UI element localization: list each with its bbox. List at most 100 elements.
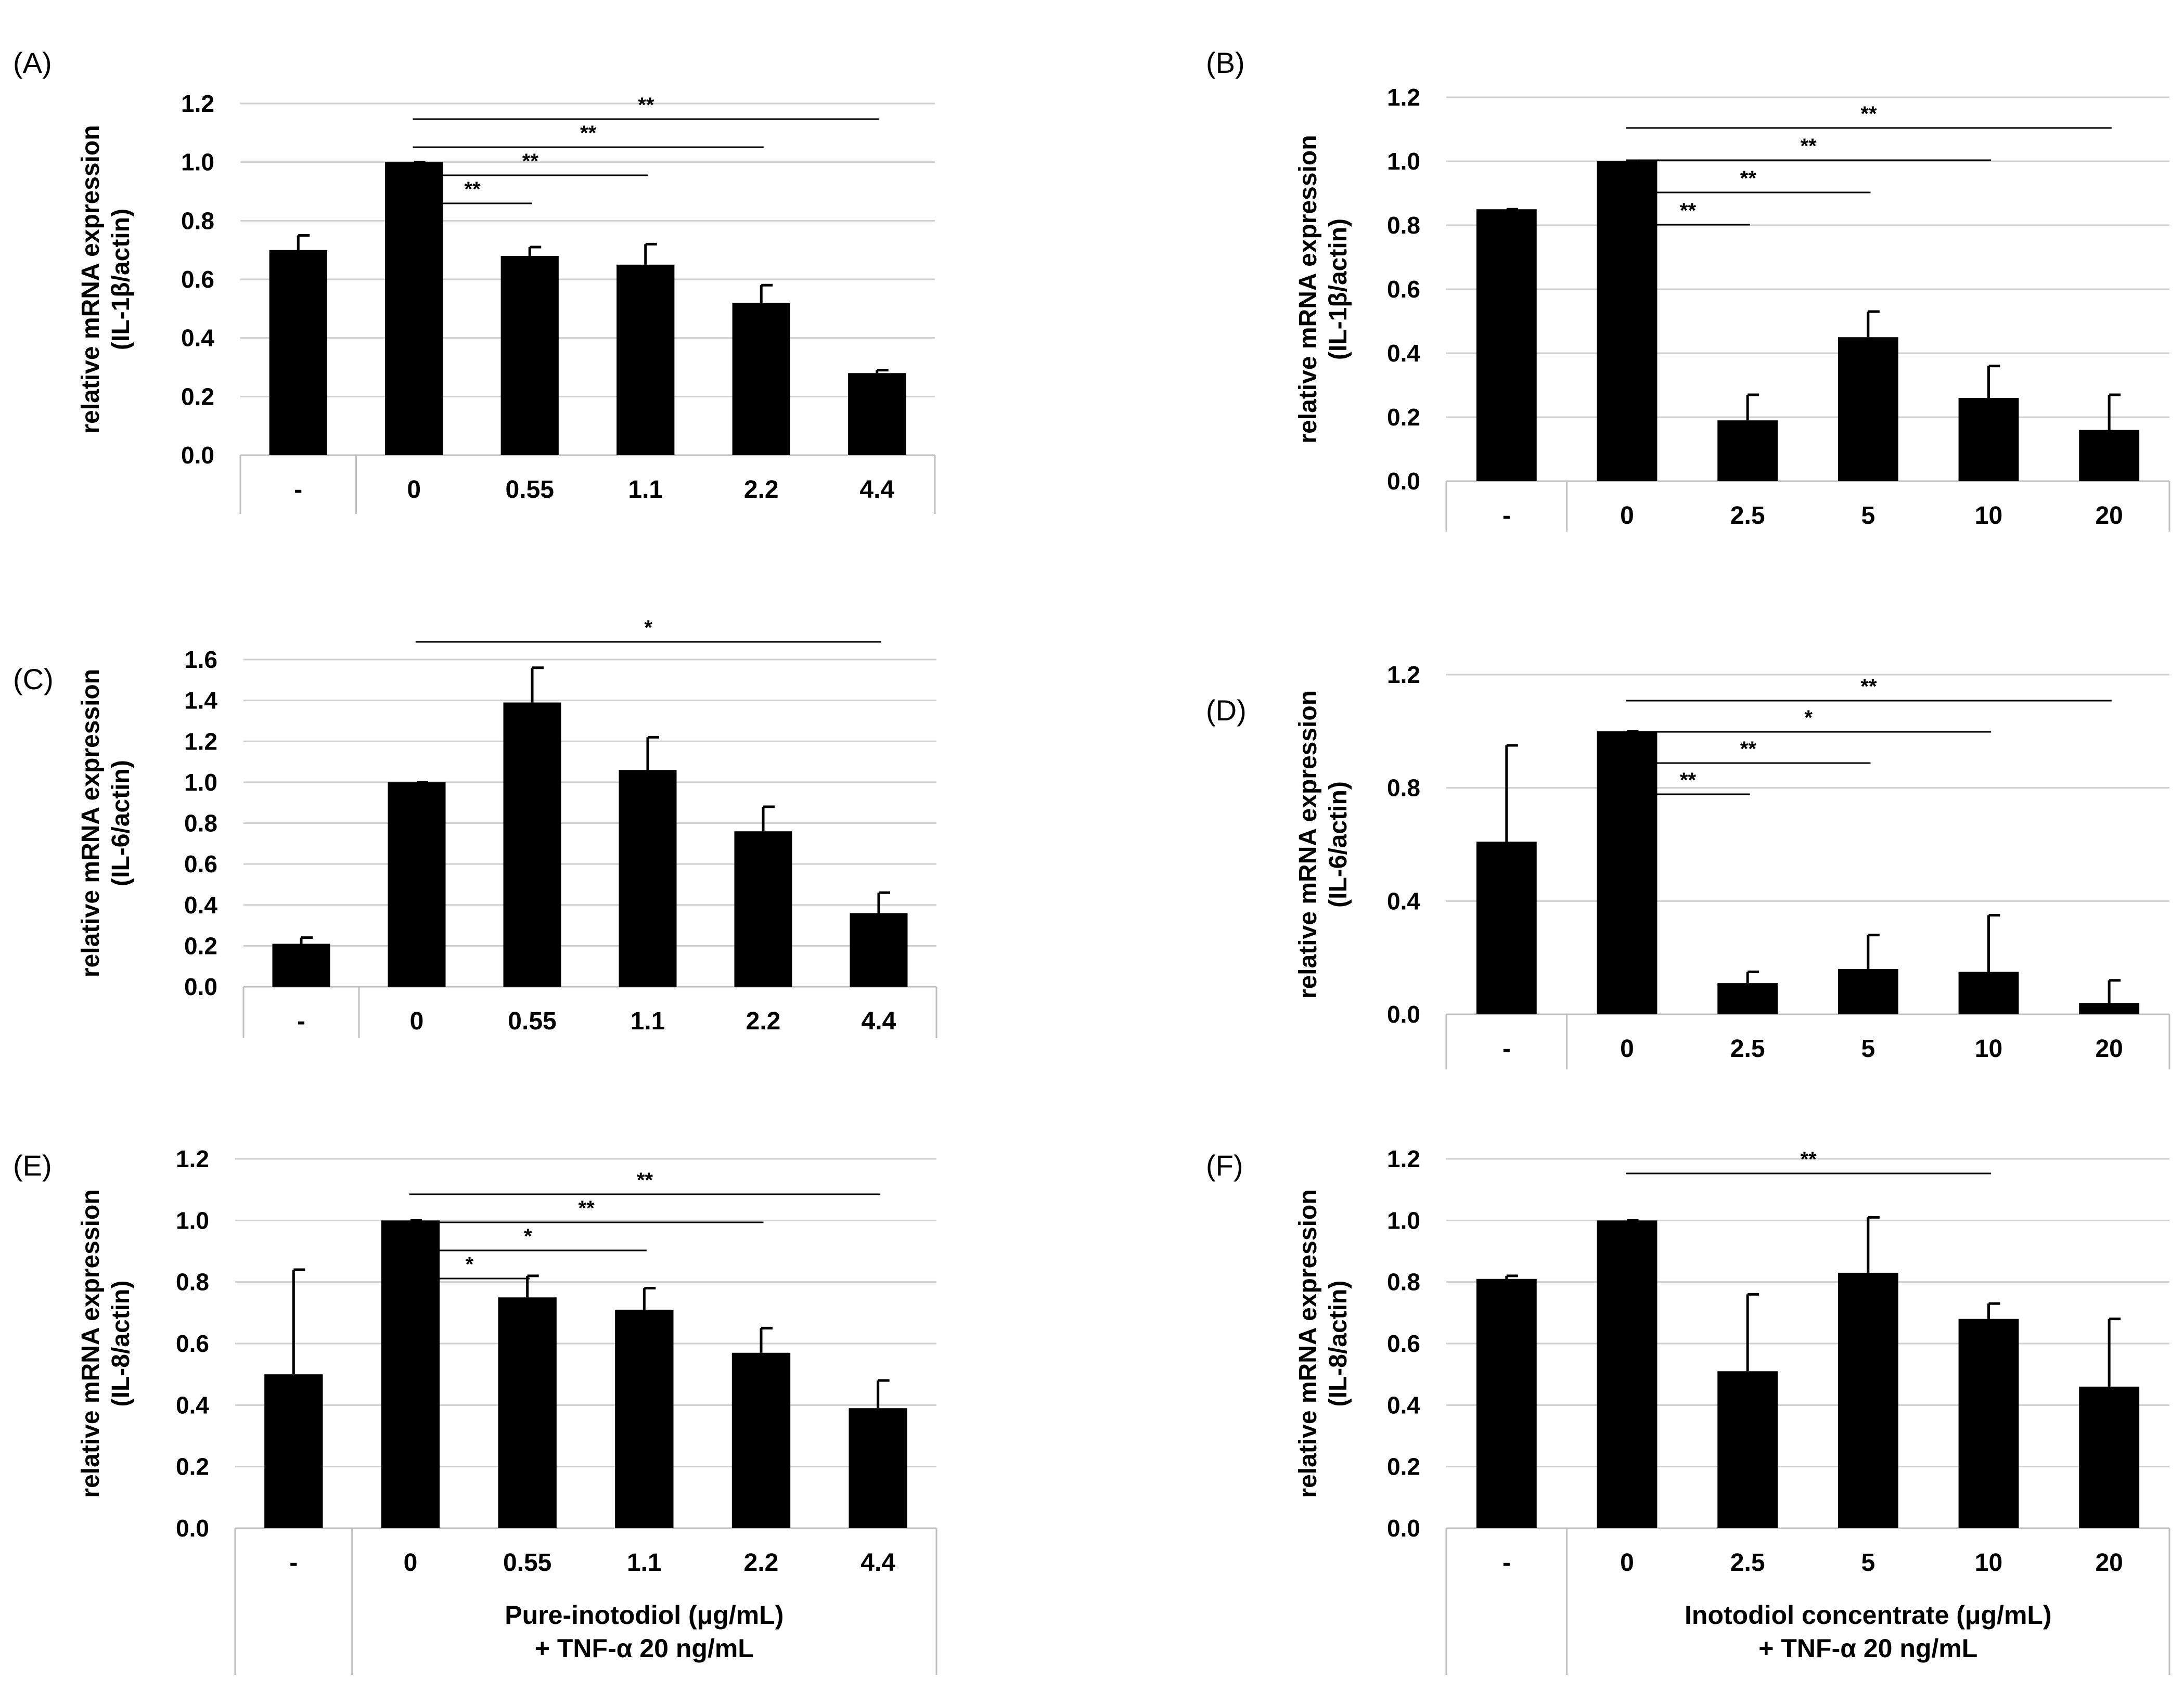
significance-label: *: [466, 1253, 474, 1276]
panel-e: (E) 0.0 0.2 0.4 0.6 0.8 1.0 1.2 - 0 0.55 1.1 2.2 4.4 *…: [13, 1145, 937, 1675]
x-axis-title: + TNF-α 20 ng/mL: [535, 1634, 754, 1663]
bar: [848, 373, 906, 455]
significance-label: **: [638, 94, 654, 117]
x-category-label: 0: [404, 1549, 418, 1577]
y-axis-label: (IL-1β/actin): [107, 209, 135, 350]
x-category-label: 0: [1620, 1549, 1634, 1577]
bar: [850, 913, 908, 987]
bar: [264, 1374, 323, 1528]
x-category-label: -: [297, 1008, 305, 1035]
significance-label: **: [637, 1169, 653, 1192]
bar: [731, 1352, 791, 1528]
bar: [1958, 972, 2019, 1014]
bar: [1476, 842, 1537, 1014]
y-tick-label: 1.4: [184, 687, 217, 714]
x-category-label: 20: [2095, 1549, 2123, 1577]
bar: [272, 944, 330, 987]
y-tick-label: 0.4: [1387, 887, 1420, 914]
bar: [619, 770, 677, 987]
x-category-label: -: [1502, 502, 1511, 530]
panel-d: (D)0.00.40.81.2- 0 2.5 5 10 20*******relative…: [1206, 661, 2170, 1069]
y-axis-label: relative mRNA expression: [1294, 1189, 1322, 1498]
panel-letter: (F): [1206, 1149, 1243, 1182]
significance-label: **: [579, 1197, 595, 1220]
y-tick-label: 0.2: [181, 383, 214, 410]
x-category-label: 10: [1975, 502, 2002, 530]
y-axis-label: (IL-6/actin): [107, 760, 135, 886]
x-category-label: 20: [2095, 1035, 2123, 1063]
x-category-label: 1.1: [631, 1008, 665, 1035]
bar: [2079, 1003, 2140, 1014]
significance-label: *: [1804, 706, 1813, 729]
y-tick-label: 0.0: [184, 973, 217, 1000]
x-category-label: 0: [1620, 502, 1634, 530]
y-axis-label: relative mRNA expression: [1294, 135, 1322, 443]
panel-b: (B) 0.0 0.2 0.4 0.6 0.8 1.0 1.2 - 0 2.5 5 10 20 ** ** **…: [1206, 46, 2170, 532]
panel-letter: (C): [13, 663, 54, 695]
significance-label: **: [465, 178, 481, 201]
bar: [1597, 1220, 1658, 1528]
x-category-label: 4.4: [860, 1549, 895, 1577]
y-tick-label: 0.4: [176, 1391, 209, 1418]
bar: [616, 264, 675, 455]
bar: [388, 782, 446, 987]
y-tick-label: 0.2: [184, 932, 217, 959]
y-tick-label: 0.8: [1387, 1269, 1420, 1296]
significance-label: **: [1801, 135, 1817, 158]
x-category-label: -: [294, 476, 302, 504]
y-axis-label: relative mRNA expression: [77, 125, 105, 433]
y-tick-label: 1.0: [184, 769, 217, 796]
bar: [1717, 983, 1778, 1014]
bar: [1838, 337, 1898, 481]
y-axis-label: relative mRNA expression: [77, 669, 105, 977]
y-tick-label: 0.6: [181, 266, 214, 293]
panel-letter: (E): [13, 1149, 52, 1182]
y-tick-label: 1.2: [1387, 661, 1420, 688]
y-tick-label: 0.8: [1387, 774, 1420, 802]
bar: [1597, 731, 1658, 1014]
x-category-label: 0.55: [508, 1008, 556, 1035]
x-category-label: 4.4: [862, 1008, 896, 1035]
y-tick-label: 0.6: [1387, 1330, 1420, 1357]
x-category-label: 0: [1620, 1035, 1634, 1063]
x-category-label: 2.5: [1730, 502, 1765, 530]
y-tick-label: 0.2: [1387, 1453, 1420, 1480]
panel-letter: (A): [13, 46, 52, 79]
bar: [1717, 1371, 1778, 1528]
significance-label: **: [1860, 675, 1877, 698]
bar: [1476, 1279, 1537, 1528]
panel-c: (C) 0.0 0.2 0.4 0.6 0.8 1.0 1.2 1.4 1.6 - 0 0.55 1.1 2…: [13, 616, 937, 1038]
y-tick-label: 1.2: [184, 728, 217, 755]
significance-label: **: [1860, 102, 1877, 125]
x-category-label: 10: [1975, 1549, 2002, 1577]
bar: [732, 303, 790, 455]
bar: [2079, 430, 2140, 481]
y-tick-label: 0.6: [184, 850, 217, 877]
x-category-label: 0.55: [503, 1549, 551, 1577]
y-tick-label: 1.0: [176, 1207, 209, 1234]
x-category-label: 2.2: [746, 1008, 781, 1035]
panel-a: (A) 0.0 0.2 0.4 0.6 0.8 1.0 1.2 - 0 0.55 1.1 2.2 4.4 *…: [13, 46, 936, 514]
x-axis-title: Pure-inotodiol (μg/mL): [505, 1600, 783, 1630]
significance-label: **: [522, 150, 539, 173]
y-tick-label: 0.0: [1387, 468, 1420, 495]
x-category-label: 1.1: [628, 476, 663, 504]
y-tick-label: 0.4: [1387, 1391, 1420, 1418]
y-tick-label: 1.2: [1387, 1145, 1420, 1172]
bar: [1838, 969, 1898, 1014]
bar: [269, 250, 327, 455]
y-tick-label: 0.2: [176, 1453, 209, 1480]
y-tick-label: 0.4: [1387, 340, 1420, 367]
y-axis-label: (IL-1β/actin): [1325, 218, 1352, 360]
bar: [1958, 1319, 2019, 1528]
significance-label: **: [580, 122, 597, 145]
y-tick-label: 0.0: [181, 442, 214, 469]
y-tick-label: 1.2: [1387, 84, 1420, 111]
y-tick-label: 0.0: [1387, 1001, 1420, 1028]
bar: [2079, 1386, 2140, 1528]
significance-label: **: [1740, 738, 1757, 760]
y-tick-label: 0.8: [181, 207, 214, 234]
y-axis-label: relative mRNA expression: [1294, 690, 1322, 999]
bar: [849, 1408, 907, 1528]
